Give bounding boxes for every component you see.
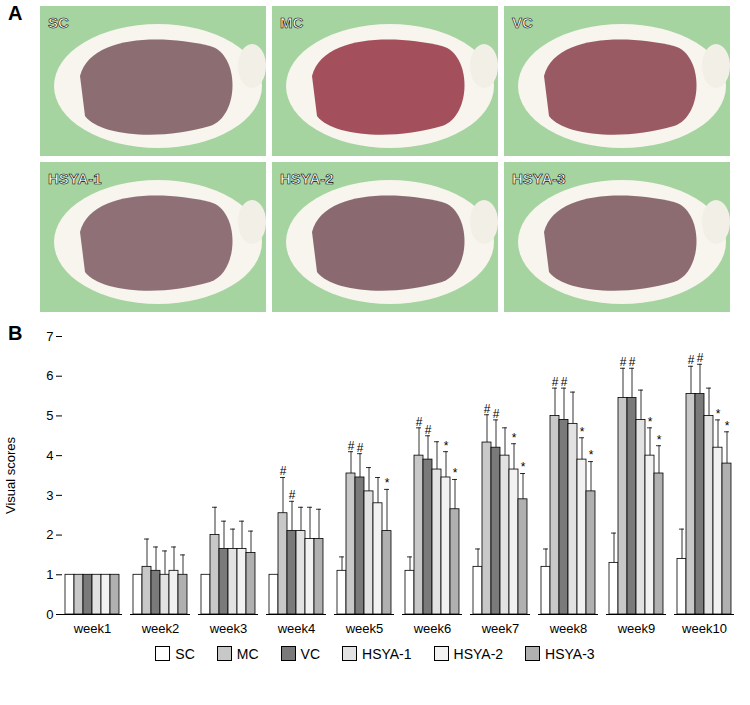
- svg-text:*: *: [580, 425, 585, 439]
- svg-text:0: 0: [46, 607, 53, 622]
- svg-text:week1: week1: [73, 621, 112, 636]
- svg-text:*: *: [589, 448, 594, 462]
- svg-text:*: *: [385, 476, 390, 490]
- html-text:HSYA-3: HSYA-3: [545, 646, 595, 662]
- svg-text:HSYA-3: HSYA-3: [512, 170, 566, 187]
- svg-text:#: #: [561, 375, 568, 389]
- svg-text:4: 4: [46, 448, 53, 463]
- svg-text:1: 1: [46, 567, 53, 582]
- html-text:HSYA-1: HSYA-1: [362, 646, 412, 662]
- svg-text:week6: week6: [413, 621, 452, 636]
- svg-text:#: #: [416, 415, 423, 429]
- html-text:A: A: [8, 2, 23, 24]
- svg-text:HSYA-1: HSYA-1: [48, 170, 102, 187]
- svg-text:VC: VC: [512, 14, 533, 31]
- html-text:B: B: [8, 322, 23, 344]
- svg-text:week5: week5: [345, 621, 384, 636]
- svg-text:#: #: [552, 375, 559, 389]
- svg-text:#: #: [484, 402, 491, 416]
- svg-text:*: *: [648, 415, 653, 429]
- svg-text:HSYA-2: HSYA-2: [280, 170, 334, 187]
- svg-text:#: #: [697, 351, 704, 365]
- svg-text:week3: week3: [209, 621, 248, 636]
- svg-text:#: #: [280, 464, 287, 478]
- svg-text:3: 3: [46, 488, 53, 503]
- svg-text:#: #: [688, 353, 695, 367]
- svg-text:6: 6: [46, 368, 53, 383]
- svg-text:week4: week4: [277, 621, 316, 636]
- svg-text:#: #: [493, 407, 500, 421]
- svg-text:#: #: [348, 439, 355, 453]
- svg-text:week9: week9: [617, 621, 656, 636]
- svg-text:#: #: [357, 440, 364, 454]
- svg-text:*: *: [444, 439, 449, 453]
- svg-text:*: *: [521, 460, 526, 474]
- svg-text:week7: week7: [481, 621, 520, 636]
- svg-text:week8: week8: [549, 621, 588, 636]
- html-text:VC: VC: [300, 646, 320, 662]
- svg-text:week10: week10: [681, 621, 727, 636]
- svg-text:MC: MC: [280, 14, 303, 31]
- svg-text:Visual scores: Visual scores: [3, 436, 18, 514]
- html-text:MC: MC: [236, 646, 259, 662]
- svg-text:*: *: [725, 419, 730, 433]
- svg-text:week2: week2: [141, 621, 180, 636]
- svg-text:#: #: [289, 488, 296, 502]
- svg-text:5: 5: [46, 408, 53, 423]
- svg-text:*: *: [716, 407, 721, 421]
- svg-text:#: #: [425, 423, 432, 437]
- html-text:HSYA-2: HSYA-2: [453, 646, 504, 662]
- svg-text:*: *: [512, 431, 517, 445]
- svg-text:2: 2: [46, 527, 53, 542]
- svg-text:#: #: [620, 355, 627, 369]
- svg-text:#: #: [629, 355, 636, 369]
- svg-text:7: 7: [46, 329, 53, 344]
- html-text:SC: SC: [175, 646, 195, 662]
- svg-text:*: *: [453, 466, 458, 480]
- svg-text:SC: SC: [48, 14, 69, 31]
- svg-text:*: *: [657, 433, 662, 447]
